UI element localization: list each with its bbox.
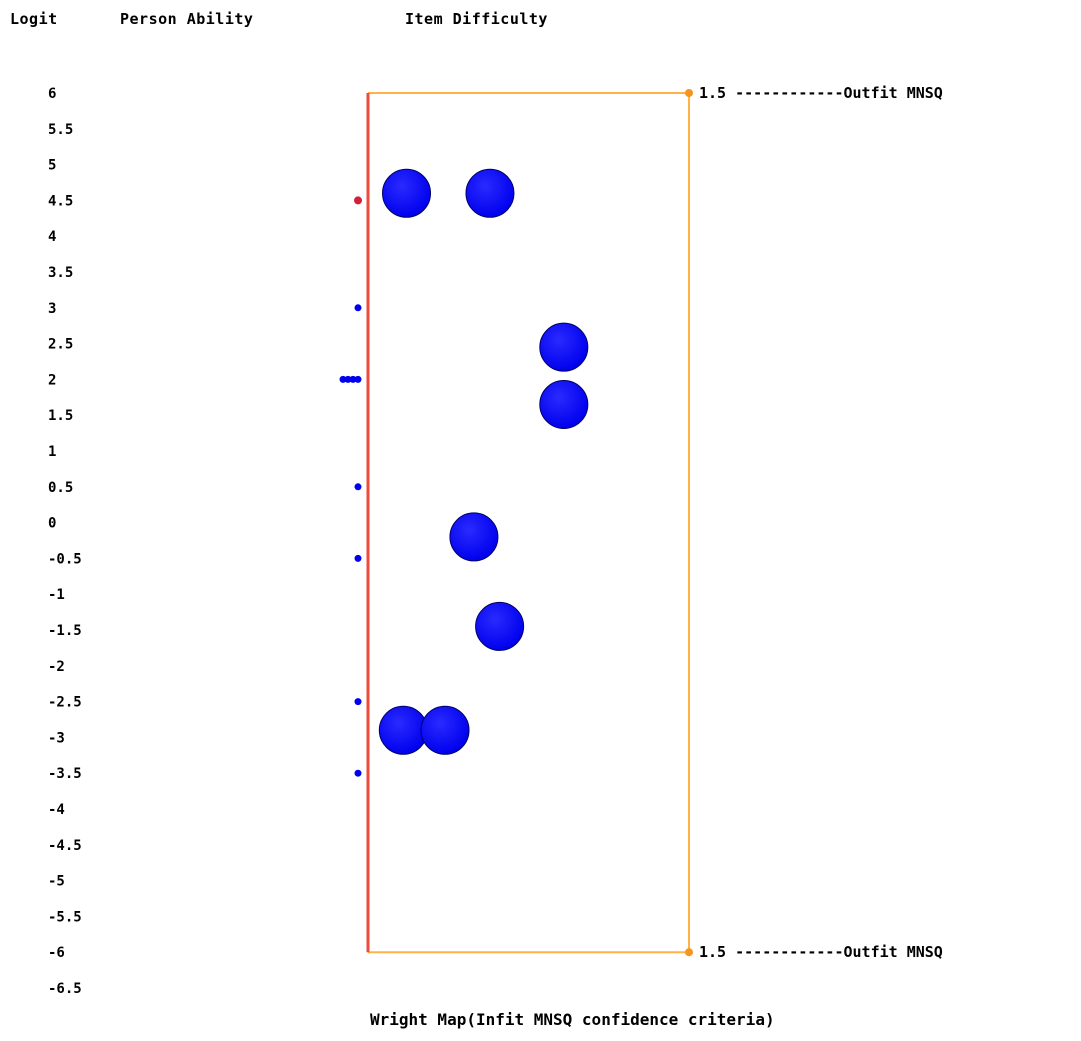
item-point	[382, 168, 432, 218]
y-tick-label: 4	[48, 229, 56, 245]
outfit-mnsq-label: 1.5 ------------Outfit MNSQ	[699, 84, 943, 102]
item-difficulty-header: Item Difficulty	[405, 10, 548, 28]
y-tick-label: -2	[48, 659, 65, 675]
outfit-mnsq-marker	[685, 89, 693, 97]
y-tick-label: -0.5	[48, 551, 82, 567]
person-point	[354, 304, 362, 312]
person-points	[339, 196, 362, 777]
y-tick-label: 2	[48, 372, 56, 388]
y-tick-label: 2.5	[48, 337, 73, 353]
person-point	[354, 554, 362, 562]
item-frame	[366, 92, 690, 954]
item-point	[539, 379, 589, 429]
y-tick-label: -6.5	[48, 981, 82, 997]
item-point	[475, 601, 525, 651]
y-tick-label: 0	[48, 516, 56, 532]
person-point	[354, 698, 362, 706]
y-tick-label: 6	[48, 86, 56, 102]
item-point	[420, 705, 470, 755]
item-point	[539, 322, 589, 372]
logit-axis-header: Logit	[10, 10, 58, 28]
y-tick-label: -5.5	[48, 909, 82, 925]
person-point	[354, 196, 362, 205]
outfit-mnsq-label: 1.5 ------------Outfit MNSQ	[699, 943, 943, 961]
y-tick-label: -4	[48, 802, 65, 818]
person-ability-header: Person Ability	[120, 10, 254, 28]
person-point	[354, 483, 362, 491]
wright-map-chart: 6 5.5 5 4.5 4 3.5 3 2.5 2 1.5 1 0.5 0 -0.5 -1 -1.5 -2 -2.…	[48, 84, 943, 997]
y-tick-label: -3.5	[48, 766, 82, 782]
y-tick-label: -4.5	[48, 838, 82, 854]
reference-lines: 1.5 ------------Outfit MNSQ 1.5 ---------…	[685, 84, 943, 961]
outfit-mnsq-marker	[685, 948, 693, 957]
y-tick-labels: 6 5.5 5 4.5 4 3.5 3 2.5 2 1.5 1 0.5 0 -0.5 -1 -1.5 -2 -2.…	[48, 86, 82, 997]
y-tick-label: 1.5	[48, 408, 73, 424]
chart-caption: Wright Map(Infit MNSQ confidence criteri…	[370, 1010, 775, 1029]
y-tick-label: -2.5	[48, 695, 82, 711]
y-tick-label: -5	[48, 874, 65, 890]
person-point	[344, 375, 352, 383]
y-tick-label: 3.5	[48, 265, 73, 281]
y-tick-label: -6	[48, 945, 65, 961]
person-point	[354, 375, 362, 383]
y-tick-label: 5.5	[48, 122, 73, 138]
y-tick-label: 5	[48, 158, 56, 174]
person-point	[349, 375, 357, 383]
y-tick-label: -1	[48, 587, 65, 603]
item-point	[449, 512, 499, 562]
y-tick-label: -1.5	[48, 623, 82, 639]
item-point	[378, 705, 428, 755]
y-tick-label: -3	[48, 730, 65, 746]
person-point	[339, 375, 347, 383]
y-tick-label: 3	[48, 301, 56, 317]
person-point	[354, 769, 362, 777]
y-tick-label: 4.5	[48, 193, 73, 209]
y-tick-label: 0.5	[48, 480, 73, 496]
item-points	[378, 168, 589, 755]
item-point	[465, 168, 515, 218]
y-tick-label: 1	[48, 444, 56, 460]
